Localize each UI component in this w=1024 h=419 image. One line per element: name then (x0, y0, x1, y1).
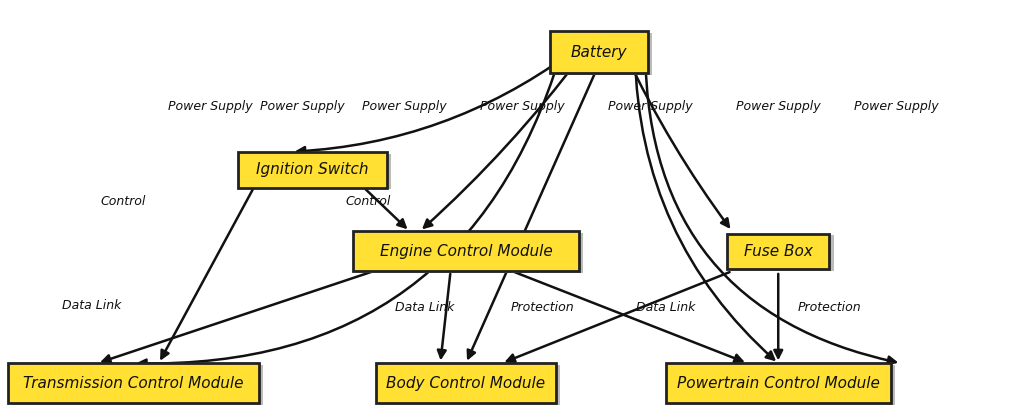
Text: Battery: Battery (570, 45, 628, 60)
FancyBboxPatch shape (353, 231, 579, 272)
FancyBboxPatch shape (666, 363, 891, 403)
FancyBboxPatch shape (731, 235, 834, 271)
Text: Data Link: Data Link (636, 301, 695, 315)
Text: Power Supply: Power Supply (736, 100, 820, 114)
Text: Body Control Module: Body Control Module (386, 376, 546, 391)
Text: Control: Control (346, 194, 391, 208)
Text: Power Supply: Power Supply (480, 100, 564, 114)
Text: Engine Control Module: Engine Control Module (380, 244, 552, 259)
FancyBboxPatch shape (238, 152, 386, 188)
FancyArrowPatch shape (297, 54, 569, 155)
Text: Power Supply: Power Supply (854, 100, 938, 114)
FancyArrowPatch shape (468, 55, 603, 358)
Text: Protection: Protection (511, 301, 574, 315)
FancyArrowPatch shape (162, 190, 253, 358)
Text: Control: Control (100, 194, 145, 208)
FancyArrowPatch shape (138, 55, 560, 367)
FancyArrowPatch shape (626, 55, 729, 227)
FancyBboxPatch shape (381, 365, 559, 405)
Text: Power Supply: Power Supply (168, 100, 252, 114)
FancyArrowPatch shape (424, 54, 582, 228)
Text: Powertrain Control Module: Powertrain Control Module (677, 376, 880, 391)
Text: Data Link: Data Link (62, 299, 122, 313)
FancyBboxPatch shape (670, 365, 895, 405)
Text: Transmission Control Module: Transmission Control Module (23, 376, 244, 391)
FancyArrowPatch shape (102, 272, 371, 363)
FancyArrowPatch shape (635, 55, 774, 360)
FancyBboxPatch shape (12, 365, 262, 405)
FancyBboxPatch shape (727, 233, 829, 269)
FancyArrowPatch shape (515, 272, 742, 362)
FancyBboxPatch shape (377, 363, 555, 403)
FancyArrowPatch shape (645, 55, 896, 364)
Text: Power Supply: Power Supply (260, 100, 344, 114)
FancyBboxPatch shape (357, 233, 583, 273)
Text: Fuse Box: Fuse Box (743, 244, 813, 259)
FancyBboxPatch shape (242, 154, 390, 189)
FancyBboxPatch shape (551, 31, 647, 73)
Text: Ignition Switch: Ignition Switch (256, 162, 369, 177)
FancyBboxPatch shape (555, 33, 651, 75)
Text: Power Supply: Power Supply (362, 100, 446, 114)
FancyBboxPatch shape (8, 363, 258, 403)
FancyArrowPatch shape (507, 272, 729, 362)
FancyArrowPatch shape (774, 274, 782, 358)
Text: Data Link: Data Link (395, 301, 455, 315)
Text: Protection: Protection (798, 301, 861, 315)
Text: Power Supply: Power Supply (608, 100, 692, 114)
FancyArrowPatch shape (438, 274, 451, 358)
FancyArrowPatch shape (366, 189, 406, 228)
